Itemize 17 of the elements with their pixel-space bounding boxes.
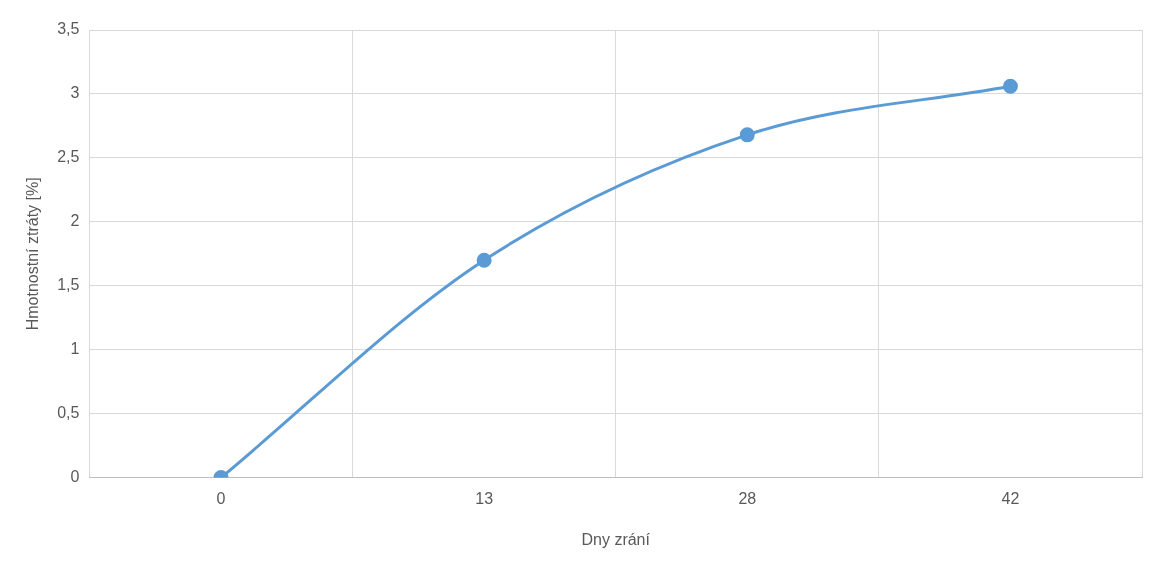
x-tick-label: 0 bbox=[216, 489, 226, 507]
y-axis-title: Hmotnostní ztráty [%] bbox=[24, 177, 42, 331]
y-tick-label: 1 bbox=[70, 340, 80, 358]
x-tick-label: 13 bbox=[475, 489, 494, 507]
x-axis-title: Dny zrání bbox=[581, 530, 651, 548]
y-tick-label: 3 bbox=[70, 84, 80, 102]
x-tick-label: 28 bbox=[738, 489, 757, 507]
y-tick-label: 2,5 bbox=[57, 148, 80, 166]
y-tick-label: 0 bbox=[70, 468, 80, 486]
x-tick-label: 42 bbox=[1001, 489, 1020, 507]
point bbox=[1002, 78, 1018, 94]
point bbox=[739, 127, 755, 143]
y-tick-label: 2 bbox=[70, 212, 80, 230]
point bbox=[476, 252, 492, 268]
y-tick-label: 0,5 bbox=[57, 404, 80, 422]
y-tick-label: 3,5 bbox=[57, 20, 80, 38]
y-tick-label: 1,5 bbox=[57, 276, 80, 294]
